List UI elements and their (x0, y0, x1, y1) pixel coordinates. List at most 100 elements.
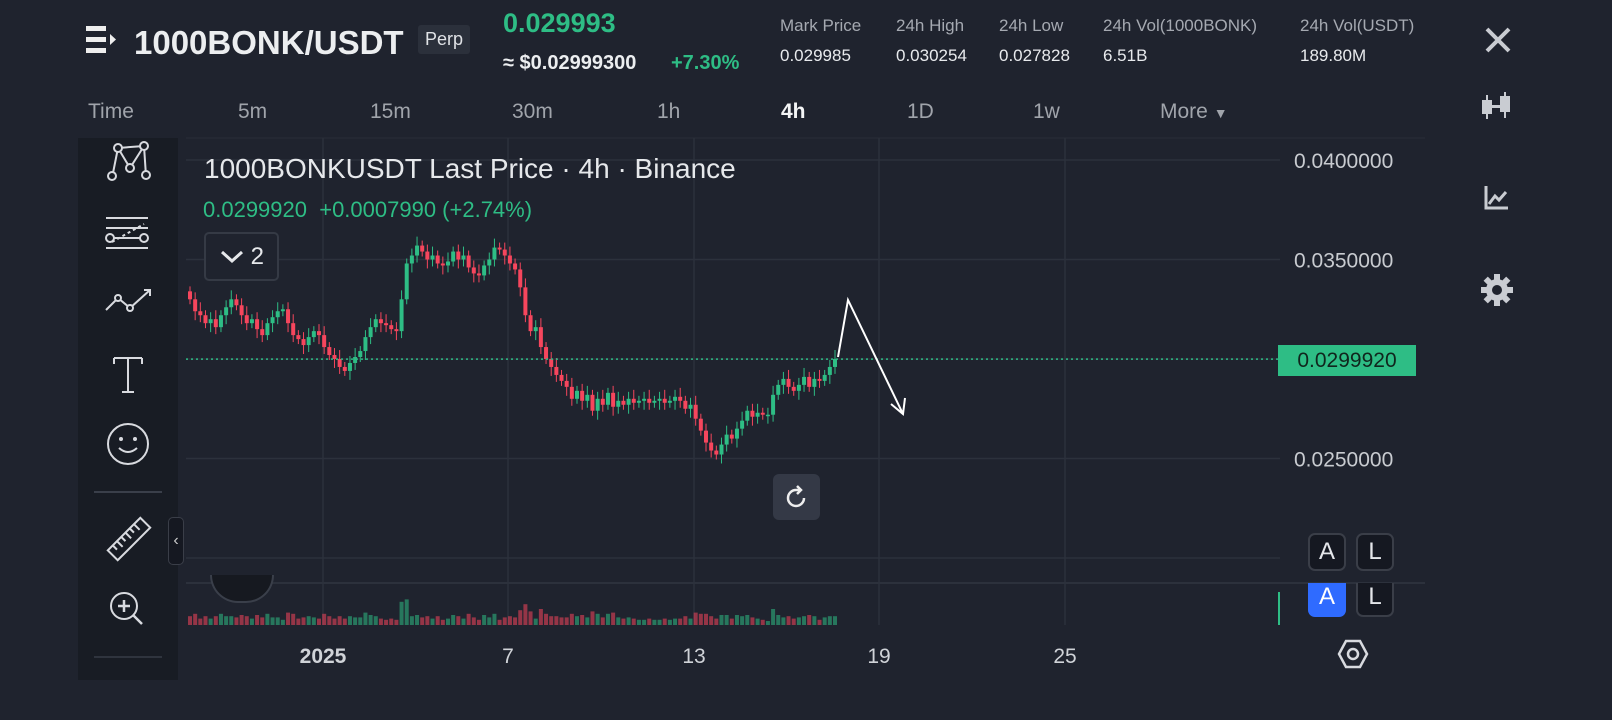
candle-body (476, 273, 481, 276)
candle-body (337, 359, 342, 367)
y-tick-label: 0.0400000 (1294, 150, 1393, 173)
volume-bar (208, 618, 213, 625)
volume-bar (342, 618, 347, 625)
gear-icon[interactable] (1480, 273, 1514, 307)
volume-bar (430, 618, 435, 625)
tab-timeframe-30m[interactable]: 30m (512, 100, 553, 124)
current-price-label: 0.0299920 (1278, 345, 1416, 376)
volume-bar (523, 604, 528, 625)
reset-chart-button[interactable] (773, 474, 820, 520)
volume-bar (580, 615, 585, 625)
candle-body (363, 337, 368, 352)
volume-bar (575, 616, 579, 625)
chart-icon[interactable] (1480, 180, 1514, 214)
candle-body (286, 309, 291, 324)
volume-bar (451, 615, 456, 625)
candle-body (621, 400, 626, 405)
emoji-icon[interactable] (104, 420, 154, 470)
collapse-indicators-button[interactable]: 2 (204, 232, 279, 281)
volume-bar (528, 611, 533, 625)
collapse-toolbar-button[interactable]: ‹ (168, 517, 184, 565)
volume-bar (724, 615, 729, 625)
candle-body (497, 247, 502, 250)
x-tick-label: 25 (1053, 645, 1076, 668)
stat-label: 24h Low (999, 16, 1064, 35)
log-scale-button[interactable]: L (1356, 533, 1394, 571)
volume-auto-scale-button[interactable]: A (1308, 583, 1346, 617)
tab-timeframe-more[interactable]: More ▼ (1160, 100, 1228, 124)
volume-bar (827, 616, 832, 625)
tab-timeframe-1d[interactable]: 1D (907, 100, 934, 124)
menu-arrow-icon[interactable] (86, 25, 118, 55)
candle-body (368, 327, 373, 338)
tab-timeframe-1h[interactable]: 1h (657, 100, 680, 124)
candle-body (765, 414, 770, 417)
candle-body (317, 331, 321, 336)
volume-bar (311, 617, 316, 625)
symbol-title[interactable]: 1000BONK/USDT (134, 24, 404, 61)
candle-body (693, 404, 698, 419)
volume-bar (554, 616, 559, 625)
last-price: 0.029993 (503, 8, 616, 38)
candles-icon[interactable] (1480, 90, 1514, 124)
volume-bar (796, 617, 801, 625)
trend-line-icon[interactable] (104, 282, 154, 332)
zoom-in-icon[interactable] (104, 588, 154, 638)
caret-down-icon: ▼ (1213, 105, 1228, 121)
volume-bar (595, 613, 600, 625)
toolbar-divider (94, 491, 162, 493)
candle-body (518, 269, 523, 288)
close-icon[interactable] (1484, 26, 1512, 54)
candle-body (750, 410, 755, 417)
candle-body (249, 319, 254, 324)
volume-bar (771, 609, 776, 625)
candle-body (461, 255, 466, 260)
candle-body (569, 386, 574, 399)
volume-bar (683, 616, 688, 625)
fib-tool-icon[interactable] (104, 212, 154, 262)
candle-body (822, 374, 827, 381)
candle-body (404, 263, 409, 300)
volume-bar (461, 618, 466, 625)
candle-body (657, 398, 662, 401)
volume-bar (631, 618, 636, 625)
volume-bar (446, 618, 450, 625)
candle-body (389, 325, 394, 330)
tab-timeframe-1w[interactable]: 1w (1033, 100, 1060, 124)
volume-log-scale-button[interactable]: L (1356, 583, 1394, 617)
volume-bar (734, 615, 739, 625)
candle-body (585, 394, 590, 401)
volume-bar (740, 616, 745, 625)
candle-body (409, 255, 414, 264)
candle-body (564, 380, 569, 387)
timeframe-label: 30m (512, 100, 553, 123)
auto-scale-button[interactable]: A (1308, 533, 1346, 571)
candle-body (704, 430, 708, 443)
volume-bar (750, 617, 755, 625)
tab-timeframe-time[interactable]: Time (88, 100, 134, 124)
timeframe-label: 5m (238, 100, 268, 123)
candle-body (208, 319, 213, 324)
volume-bar (306, 616, 311, 625)
timeframe-label: More (1160, 100, 1208, 123)
tab-timeframe-5m[interactable]: 5m (238, 100, 267, 124)
volume-bar (507, 616, 512, 625)
tab-timeframe-15m[interactable]: 15m (370, 100, 411, 124)
volume-bar (745, 615, 750, 625)
candle-body (513, 263, 518, 270)
chart-settings-icon[interactable] (1337, 638, 1369, 670)
volume-bar (822, 617, 827, 625)
pattern-tool-icon[interactable] (104, 140, 154, 190)
candle-body (683, 400, 688, 409)
volume-bar (636, 619, 641, 625)
volume-bar (662, 618, 667, 625)
ruler-icon[interactable] (104, 514, 154, 564)
candle-body (714, 450, 719, 455)
volume-bar (415, 615, 420, 625)
stat-value: 6.51B (1103, 46, 1148, 65)
toolbar-divider (94, 656, 162, 658)
candle-body (466, 255, 471, 268)
text-tool-icon[interactable] (104, 350, 154, 400)
tab-timeframe-4h[interactable]: 4h (781, 100, 806, 124)
